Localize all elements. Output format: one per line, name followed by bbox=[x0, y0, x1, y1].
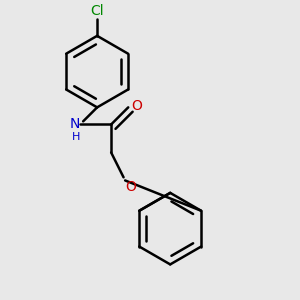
Text: N: N bbox=[70, 118, 80, 131]
Text: Cl: Cl bbox=[90, 4, 104, 18]
Text: H: H bbox=[72, 132, 80, 142]
Text: O: O bbox=[131, 99, 142, 113]
Text: O: O bbox=[125, 180, 136, 194]
